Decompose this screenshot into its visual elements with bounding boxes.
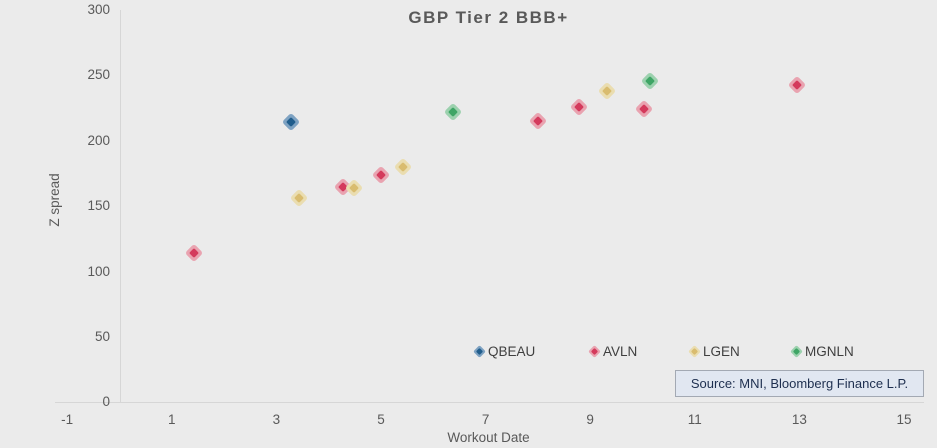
x-tick-label: 7	[481, 412, 490, 427]
data-point-core	[645, 75, 656, 86]
x-tick-label: 15	[896, 412, 912, 427]
x-tick-label: 5	[377, 412, 385, 427]
data-point-lgen[interactable]	[289, 189, 309, 208]
legend-item-avln[interactable]: AVLN	[588, 343, 638, 359]
y-tick-label: 50	[94, 328, 110, 344]
data-point-core	[791, 79, 802, 90]
data-point-core	[532, 116, 543, 127]
x-axis-line	[55, 402, 924, 403]
y-tick-label: 250	[87, 67, 110, 83]
legend-item-mgnln[interactable]: MGNLN	[790, 343, 854, 359]
y-tick-label: 200	[87, 132, 110, 148]
data-point-core	[348, 182, 359, 193]
data-point-core	[448, 107, 459, 117]
x-axis-title: Workout Date	[447, 430, 530, 445]
data-point-lgen[interactable]	[598, 81, 617, 101]
legend-label: LGEN	[703, 343, 740, 359]
legend-marker-core	[475, 347, 484, 355]
legend-marker-diamond-icon	[588, 344, 601, 358]
y-tick-label: 100	[87, 263, 110, 279]
legend-marker-diamond-icon	[790, 344, 803, 358]
x-tick-label: -1	[61, 412, 74, 427]
legend-label: MGNLN	[805, 343, 854, 359]
legend-marker-core	[690, 347, 699, 355]
x-tick-label: 9	[586, 412, 594, 427]
legend-label: AVLN	[603, 343, 638, 359]
data-point-qbeau[interactable]	[281, 113, 300, 132]
data-point-core	[574, 101, 585, 112]
chart-title: GBP Tier 2 BBB+	[408, 8, 569, 27]
data-point-avln[interactable]	[787, 75, 806, 94]
y-tick-label: 0	[102, 394, 110, 410]
data-point-core	[285, 117, 296, 128]
data-point-avln[interactable]	[528, 111, 548, 131]
x-tick-label: 13	[791, 412, 807, 427]
x-tick-label: 3	[272, 412, 281, 427]
data-point-core	[638, 104, 649, 115]
legend-marker-core	[590, 347, 599, 355]
legend-label: QBEAU	[488, 343, 536, 359]
y-axis-title: Z spread	[47, 173, 62, 227]
data-point-core	[189, 248, 200, 259]
data-point-core	[398, 161, 408, 172]
data-point-core	[376, 169, 386, 180]
legend-marker-diamond-icon	[688, 344, 701, 358]
data-point-core	[602, 86, 613, 97]
legend-item-qbeau[interactable]: QBEAU	[473, 343, 536, 359]
data-point-avln[interactable]	[185, 244, 204, 263]
y-axis-line	[120, 10, 121, 403]
data-point-avln[interactable]	[570, 97, 589, 116]
data-point-avln[interactable]	[371, 165, 391, 184]
data-point-mgnln[interactable]	[641, 71, 660, 90]
x-tick-label: 1	[168, 412, 176, 427]
legend-marker-diamond-icon	[473, 344, 486, 358]
data-point-core	[293, 193, 304, 204]
data-point-avln[interactable]	[634, 100, 653, 119]
y-tick-label: 300	[87, 2, 110, 17]
data-point-mgnln[interactable]	[443, 102, 463, 122]
legend-marker-core	[792, 347, 801, 355]
y-tick-label: 150	[87, 198, 110, 214]
legend-item-lgen[interactable]: LGEN	[688, 343, 740, 359]
data-point-lgen[interactable]	[393, 157, 413, 177]
x-tick-label: 11	[687, 412, 702, 427]
source-note: Source: MNI, Bloomberg Finance L.P.	[675, 370, 924, 397]
